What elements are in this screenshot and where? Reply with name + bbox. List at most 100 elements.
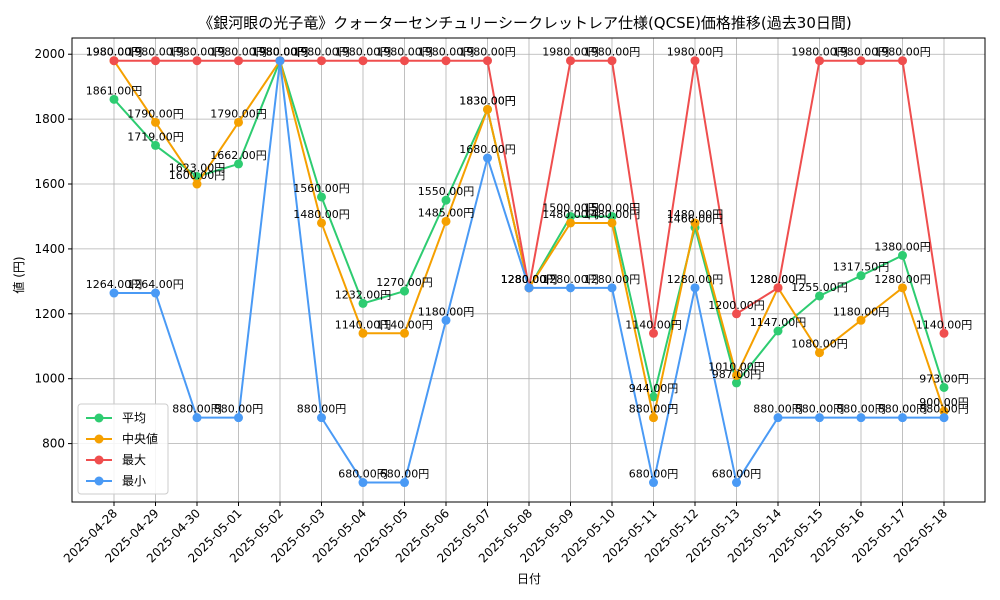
data-point <box>358 298 368 308</box>
data-label: 1280.00円 <box>501 273 558 286</box>
data-label: 1200.00円 <box>708 299 765 312</box>
data-point <box>732 378 741 388</box>
data-label: 1560.00円 <box>293 182 350 195</box>
data-point <box>939 382 949 392</box>
data-label: 880.00円 <box>297 403 347 416</box>
data-label: 1980.00円 <box>874 46 931 59</box>
y-tick-label: 1000 <box>34 372 65 386</box>
data-label: 1790.00円 <box>127 107 184 120</box>
legend-box <box>77 403 169 495</box>
data-point <box>607 211 617 221</box>
data-label: 1980.00円 <box>252 46 309 59</box>
data-point <box>483 56 492 66</box>
data-point <box>607 283 617 293</box>
data-point <box>400 286 409 296</box>
data-point <box>234 117 243 127</box>
data-point <box>732 478 741 488</box>
data-label: 973.00円 <box>919 372 969 385</box>
legend-entry: 中央値 <box>122 431 158 446</box>
data-label: 1140.00円 <box>335 318 392 331</box>
data-label: 1980.00円 <box>252 46 309 59</box>
data-point <box>898 283 907 293</box>
data-label: 1500.00円 <box>542 201 599 214</box>
y-tick-label: 1200 <box>34 307 65 321</box>
data-label: 1280.00円 <box>667 273 724 286</box>
data-point <box>317 56 326 66</box>
data-point <box>400 328 409 338</box>
data-point <box>732 309 741 319</box>
data-point <box>109 94 119 104</box>
y-tick-label: 1600 <box>34 177 65 191</box>
data-point <box>815 56 824 66</box>
data-label: 1980.00円 <box>210 46 267 59</box>
data-label: 1980.00円 <box>127 46 184 59</box>
data-label: 1980.00円 <box>459 46 516 59</box>
data-point <box>524 283 534 293</box>
data-label: 1010.00円 <box>708 360 765 373</box>
data-point <box>773 413 783 423</box>
data-label: 1790.00円 <box>210 107 267 120</box>
data-point <box>317 218 326 228</box>
grid <box>72 38 985 502</box>
data-point <box>939 413 949 423</box>
data-point <box>234 159 243 169</box>
data-label: 1480.00円 <box>584 208 641 221</box>
data-point <box>815 291 824 301</box>
data-label: 1719.00円 <box>127 130 184 143</box>
data-point <box>815 413 824 423</box>
data-point <box>234 56 243 66</box>
data-point <box>483 153 492 163</box>
data-label: 1280.00円 <box>750 273 807 286</box>
data-label: 1480.00円 <box>293 208 350 221</box>
data-point <box>732 370 741 380</box>
data-label: 987.00円 <box>712 368 762 381</box>
data-point <box>566 56 575 66</box>
data-label: 880.00円 <box>919 403 969 416</box>
data-point <box>566 283 575 293</box>
data-label: 1280.00円 <box>501 273 558 286</box>
data-label: 880.00円 <box>172 403 222 416</box>
legend-swatch-marker <box>94 413 104 423</box>
data-point <box>939 406 949 416</box>
data-label: 1980.00円 <box>293 46 350 59</box>
data-label: 1317.50円 <box>833 261 890 274</box>
data-point <box>898 56 907 66</box>
data-label: 1980.00円 <box>833 46 890 59</box>
data-point <box>151 288 160 298</box>
data-point <box>649 478 658 488</box>
data-label: 1280.00円 <box>750 273 807 286</box>
data-point <box>607 56 617 66</box>
data-label: 1255.00円 <box>791 281 848 294</box>
data-label: 1140.00円 <box>376 318 433 331</box>
y-tick-label: 2000 <box>34 47 65 61</box>
data-point <box>441 56 451 66</box>
data-point <box>856 271 866 281</box>
data-label: 1280.00円 <box>542 273 599 286</box>
data-label: 880.00円 <box>795 403 845 416</box>
data-point <box>566 211 575 221</box>
data-label: 1280.00円 <box>501 273 558 286</box>
data-label: 1500.00円 <box>584 201 641 214</box>
y-tick-label: 800 <box>42 437 65 451</box>
data-point <box>109 288 119 298</box>
data-label: 1485.00円 <box>418 206 475 219</box>
data-point <box>441 195 451 205</box>
data-point <box>483 104 492 114</box>
data-label: 1280.00円 <box>584 273 641 286</box>
data-point <box>400 56 409 66</box>
data-label: 1980.00円 <box>542 46 599 59</box>
data-label: 1080.00円 <box>791 338 848 351</box>
data-point <box>649 328 658 338</box>
data-label: 1264.00円 <box>86 278 143 291</box>
data-label: 680.00円 <box>380 468 430 481</box>
legend-entry: 最大 <box>122 453 146 467</box>
data-point <box>317 413 326 423</box>
data-label: 680.00円 <box>712 468 762 481</box>
data-point <box>690 283 700 293</box>
data-label: 1264.00円 <box>127 278 184 291</box>
data-point <box>358 478 368 488</box>
data-label: 1466.00円 <box>667 212 724 225</box>
data-label: 1180.00円 <box>833 305 890 318</box>
